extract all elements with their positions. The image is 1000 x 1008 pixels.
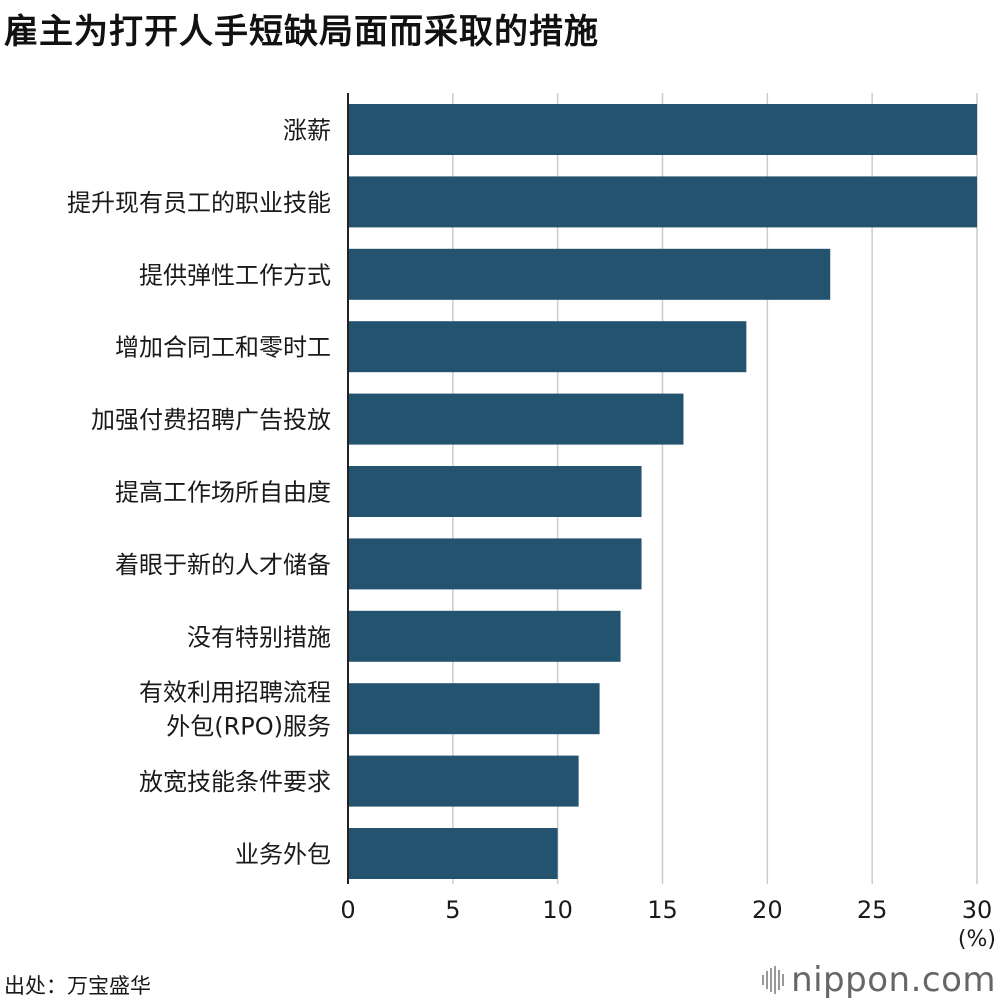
category-label-7: 没有特别措施 [187, 623, 331, 651]
category-label-2: 提供弹性工作方式 [139, 261, 331, 289]
bar-3 [348, 321, 747, 373]
x-tick-label-15: 15 [647, 896, 678, 924]
x-tick-label-20: 20 [752, 896, 783, 924]
bar-6 [348, 538, 642, 590]
category-label-8-line-0: 有效利用招聘流程 [139, 679, 331, 707]
category-label-3: 增加合同工和零时工 [115, 334, 331, 362]
x-tick-label-10: 10 [542, 896, 573, 924]
x-tick-label-25: 25 [857, 896, 888, 924]
category-label-10: 业务外包 [235, 841, 331, 869]
bar-8 [348, 683, 600, 735]
category-label-5: 提高工作场所自由度 [115, 479, 331, 507]
category-label-8-line-1: 外包(RPO)服务 [166, 713, 331, 741]
x-tick-label-0: 0 [340, 896, 355, 924]
bar-2 [348, 248, 831, 300]
category-label-4: 加强付费招聘广告投放 [91, 406, 331, 434]
bars [348, 104, 977, 879]
bar-0 [348, 104, 977, 155]
x-axis-ticks: 0 5 10 15 20 25 30 [340, 896, 992, 924]
source-note: 出处：万宝盛华 [4, 974, 151, 998]
category-label-1: 提升现有员工的职业技能 [67, 189, 331, 217]
logo-text: nippon.com [791, 960, 996, 1000]
bar-7 [348, 610, 621, 662]
bar-chart: 涨薪提升现有员工的职业技能提供弹性工作方式增加合同工和零时工加强付费招聘广告投放… [67, 93, 996, 952]
bar-9 [348, 755, 579, 807]
bar-5 [348, 466, 642, 517]
x-tick-label-5: 5 [445, 896, 460, 924]
x-tick-label-30: 30 [962, 896, 993, 924]
bar-10 [348, 828, 558, 879]
category-labels: 涨薪提升现有员工的职业技能提供弹性工作方式增加合同工和零时工加强付费招聘广告投放… [67, 117, 331, 869]
category-label-6: 着眼于新的人才储备 [115, 551, 331, 579]
bar-4 [348, 393, 684, 445]
bar-1 [348, 176, 977, 228]
nippon-logo: nippon.com [761, 960, 996, 1000]
x-axis-unit: (%) [958, 927, 996, 952]
chart-title: 雇主为打开人手短缺局面而采取的措施 [4, 12, 599, 52]
category-label-9: 放宽技能条件要求 [139, 768, 331, 796]
sound-bars-icon [762, 966, 785, 994]
category-label-0: 涨薪 [283, 117, 331, 145]
